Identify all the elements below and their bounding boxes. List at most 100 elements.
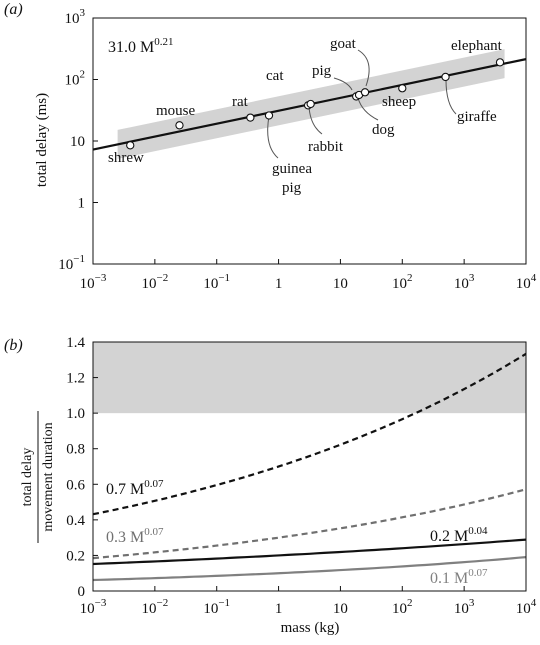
series-label-0.7: 0.7 M0.07 [106, 478, 164, 498]
panel-a-y-tick-label: 10 [70, 134, 85, 150]
panel-b-y-tick-label: 0.4 [66, 513, 85, 529]
panel-a-x-tick-label-exponent: −2 [156, 272, 168, 284]
panel-a-x-tick-label: 1 [275, 276, 283, 292]
panel-a-y-tick-label: 10−1 [58, 253, 85, 273]
panel-b-y-tick-label: 0.6 [66, 477, 85, 493]
panel-b-x-tick-label: 10−2 [141, 597, 168, 617]
series-label-0.3-base: 0.3 M [106, 529, 144, 546]
panel-a-x-tick-label: 10−3 [80, 272, 107, 292]
panel-a-x-tick-label-exponent: 4 [531, 272, 537, 284]
panel-a-y-tick-label-exponent: −1 [73, 253, 85, 265]
series-label-0.7-base: 0.7 M [106, 481, 144, 498]
label-cat: cat [266, 68, 284, 84]
series-line-2 [92, 538, 527, 566]
panel-b-x-tick-label-base: 10 [516, 601, 531, 617]
label-elephant: elephant [451, 38, 503, 54]
panel-a-fit-label: 31.0 M0.21 [108, 36, 173, 56]
panel-a-y-tick-label-exponent: 2 [80, 69, 86, 81]
point-mouse [175, 121, 184, 130]
panel-b-x-tick-label: 104 [516, 597, 537, 617]
series-label-0.2-exponent: 0.04 [468, 525, 488, 537]
panel-a-x-tick-label-exponent: 3 [469, 272, 475, 284]
panel-b-y-tick-label: 1.0 [66, 406, 85, 422]
label-guinea-pig: pig [282, 180, 302, 196]
panel-b-x-tick-label-base: 10 [141, 601, 156, 617]
panel-b-x-tick-label-exponent: 2 [407, 597, 413, 609]
point-guinea-pig [264, 111, 274, 120]
panel-b-x-axis-label: mass (kg) [281, 620, 340, 636]
panel-a-label: (a) [4, 1, 23, 18]
panel-b-y-tick-label: 0 [78, 584, 86, 600]
panel-b-y-tick-label: 0.8 [66, 442, 85, 458]
panel-b-band [93, 342, 526, 414]
leader-pig [333, 77, 353, 91]
panel-b: (b) total delay movement duration 10−3 10… [4, 335, 537, 636]
series-label-0.1: 0.1 M0.07 [430, 567, 488, 587]
panel-a-x-tick-label: 104 [516, 272, 537, 292]
panel-b-series [92, 352, 527, 582]
panel-b-x-tick-label-exponent: −2 [156, 597, 168, 609]
series-label-0.7-exponent: 0.07 [144, 478, 164, 490]
panel-a-y-tick-label: 103 [65, 7, 86, 27]
leader-dog [357, 97, 379, 121]
panel-a-y-tick-label-base: 10 [65, 73, 80, 89]
panel-a-y-tick-label-exponent: 3 [80, 7, 86, 19]
panel-a-x-tick-label-base: 10 [516, 276, 531, 292]
panel-a-x-tick-label-base: 10 [141, 276, 156, 292]
panel-b-x-tick-label-base: 10 [203, 601, 218, 617]
label-pig: pig [312, 63, 332, 79]
series-line-1 [92, 488, 527, 560]
panel-b-x-tick-label-exponent: −1 [218, 597, 230, 609]
panel-a-x-tick-label-base: 10 [80, 276, 95, 292]
panel-b-x-tick-label: 103 [454, 597, 475, 617]
panel-a-points [126, 58, 505, 150]
panel-b-x-tick-label-exponent: 3 [469, 597, 475, 609]
panel-a-y-axis-label: total delay (ms) [34, 93, 50, 187]
panel-a-x-tick-label-base: 10 [454, 276, 469, 292]
point-shrew [126, 141, 135, 150]
panel-b-x-tick-label-base: 10 [454, 601, 469, 617]
panel-b-frame [92, 341, 527, 592]
point-goat [360, 88, 370, 97]
panel-b-y-label-bottom: movement duration [41, 422, 56, 531]
series-line-3 [92, 556, 527, 582]
panel-b-ticks: 10−3 10−2 10−1 1 10 102 103 10400.20.40.60.81.0… [66, 335, 537, 617]
panel-b-y-tick-label: 1.2 [66, 371, 85, 387]
panel-a-x-tick-label: 103 [454, 272, 475, 292]
panel-a-label-leaders [267, 49, 457, 159]
label-sheep: sheep [382, 94, 416, 110]
point-sheep [398, 84, 407, 93]
series-label-0.2: 0.2 M0.04 [430, 525, 488, 545]
point-rat [246, 113, 255, 122]
panel-a-y-tick-label-base: 10 [58, 257, 73, 273]
panel-b-y-tick-label: 0.2 [66, 548, 85, 564]
panel-b-x-tick-label-exponent: −3 [95, 597, 107, 609]
panel-b-x-tick-label-exponent: 4 [531, 597, 537, 609]
panel-a-fit-label-exponent: 0.21 [154, 36, 173, 48]
point-elephant [495, 58, 505, 67]
panel-a-x-tick-label: 102 [392, 272, 413, 292]
panel-a-x-tick-label: 10−2 [141, 272, 168, 292]
panel-a-x-tick-label-base: 10 [392, 276, 407, 292]
panel-b-y-label-top: total delay [20, 448, 35, 507]
panel-a-x-tick-label-exponent: −1 [218, 272, 230, 284]
label-guinea: guinea [272, 161, 312, 177]
series-label-0.1-exponent: 0.07 [468, 567, 488, 579]
series-line-0 [92, 352, 527, 516]
panel-b-label: (b) [4, 337, 23, 354]
label-rabbit: rabbit [308, 139, 344, 155]
point-rabbit [306, 99, 315, 109]
label-rat: rat [232, 94, 249, 110]
panel-a: (a) total delay (ms) 10−3 10−2 10−1 1 10 102 1… [4, 1, 537, 292]
panel-b-x-tick-label: 10−3 [80, 597, 107, 617]
panel-a-y-tick-label: 102 [65, 69, 86, 89]
label-mouse: mouse [156, 103, 196, 119]
series-label-0.3-exponent: 0.07 [144, 526, 164, 538]
label-goat: goat [330, 36, 357, 52]
panel-a-y-tick-label: 1 [78, 196, 86, 212]
point-giraffe [441, 72, 450, 82]
panel-b-x-tick-label: 10−1 [203, 597, 230, 617]
